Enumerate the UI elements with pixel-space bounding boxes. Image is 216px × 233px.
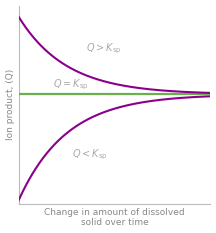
X-axis label: Change in amount of dissolved
solid over time: Change in amount of dissolved solid over… [44,208,185,227]
Text: $Q > K_{\rm sp}$: $Q > K_{\rm sp}$ [86,42,121,56]
Y-axis label: Ion product, (Q): Ion product, (Q) [6,69,14,140]
Text: $Q < K_{\rm sp}$: $Q < K_{\rm sp}$ [72,147,108,162]
Text: $Q = K_{\rm sp}$: $Q = K_{\rm sp}$ [53,78,89,92]
